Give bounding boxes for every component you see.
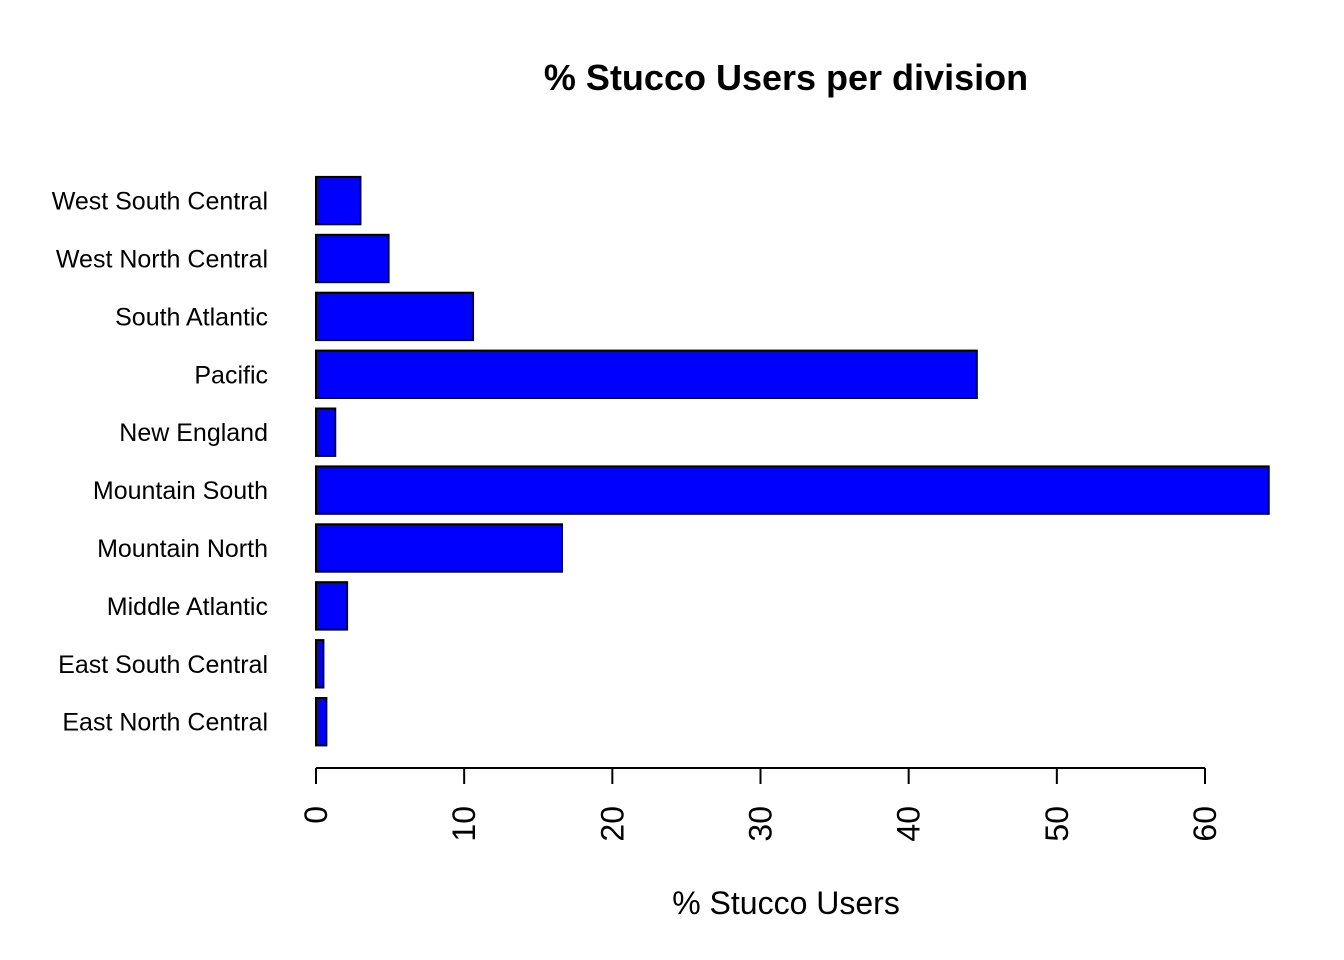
- x-tick-label-20: 20: [594, 806, 630, 842]
- x-tick-label-60: 60: [1187, 806, 1223, 842]
- bar-middle-atlantic: [315, 581, 349, 631]
- category-label-pacific: Pacific: [194, 361, 268, 389]
- bar-mountain-north: [315, 523, 563, 573]
- bar-east-north-central: [315, 697, 328, 747]
- category-labels: East North Central East South Central Midd…: [52, 188, 268, 737]
- bar-west-north-central: [315, 233, 390, 284]
- category-label-south-atlantic: South Atlantic: [115, 303, 268, 331]
- bars-group: [315, 175, 1270, 747]
- x-axis-label: % Stucco Users: [672, 885, 900, 921]
- bar-west-south-central: [315, 175, 362, 226]
- bar-pacific: [315, 349, 978, 400]
- x-tick-label-50: 50: [1039, 806, 1075, 842]
- category-label-new-england: New England: [119, 419, 268, 447]
- x-tick-label-10: 10: [446, 806, 482, 842]
- category-label-mountain-north: Mountain North: [97, 535, 268, 563]
- bar-mountain-south: [315, 465, 1270, 515]
- bar-south-atlantic: [315, 291, 475, 342]
- bar-east-south-central: [315, 639, 325, 689]
- x-tick-label-40: 40: [891, 806, 927, 842]
- x-tick-label-0: 0: [298, 806, 334, 824]
- x-axis: 0 10 20 30 40 50 60: [298, 767, 1223, 842]
- category-label-west-north-central: West North Central: [56, 246, 268, 274]
- category-label-middle-atlantic: Middle Atlantic: [107, 593, 268, 621]
- category-label-east-north-central: East North Central: [62, 709, 268, 737]
- category-label-mountain-south: Mountain South: [93, 477, 268, 505]
- bar-new-england: [315, 407, 337, 457]
- chart-title: % Stucco Users per division: [544, 57, 1028, 98]
- x-tick-label-30: 30: [743, 806, 779, 842]
- category-label-west-south-central: West South Central: [52, 188, 268, 216]
- category-label-east-south-central: East South Central: [58, 651, 268, 679]
